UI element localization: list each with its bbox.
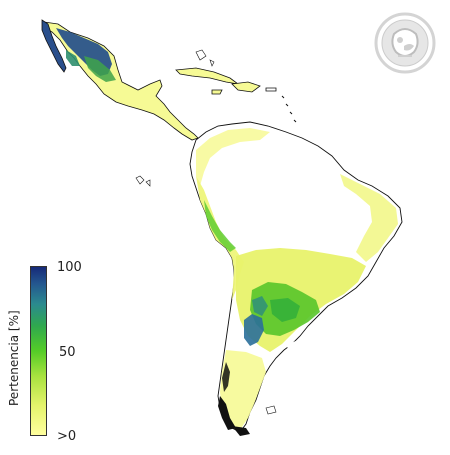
north-coast-low (196, 128, 270, 186)
andes-green (204, 200, 236, 252)
tierra-del-fuego-dark (218, 396, 236, 430)
puerto-rico (265, 87, 277, 92)
rio-de-la-plata (284, 340, 308, 352)
tierra-del-fuego (232, 426, 250, 436)
legend-title: Pertenencia [%] (7, 310, 21, 406)
legend-color-bar (30, 266, 47, 436)
legend-mid-label: 50 (59, 345, 76, 360)
legend-min-label: >0 (57, 429, 77, 444)
east-coast-low (340, 174, 398, 262)
cuba (175, 67, 239, 85)
bahamas (195, 49, 215, 67)
mexico-mid-membership (84, 56, 116, 82)
patagonia-low (220, 350, 266, 430)
mexico-green-patch (66, 50, 80, 66)
baja-california (41, 19, 67, 73)
hispaniola (231, 81, 261, 93)
chile-coast-dark (222, 362, 230, 392)
pampa-green-patch (270, 298, 300, 322)
lesser-antilles (281, 95, 297, 123)
jamaica (211, 89, 223, 95)
argentina-teal-patch (252, 296, 268, 316)
legend-max-label: 100 (57, 260, 82, 275)
argentina-blue-patch (244, 314, 264, 346)
circular-seal-icon (374, 12, 436, 74)
falklands (265, 405, 277, 415)
galapagos (135, 175, 151, 187)
